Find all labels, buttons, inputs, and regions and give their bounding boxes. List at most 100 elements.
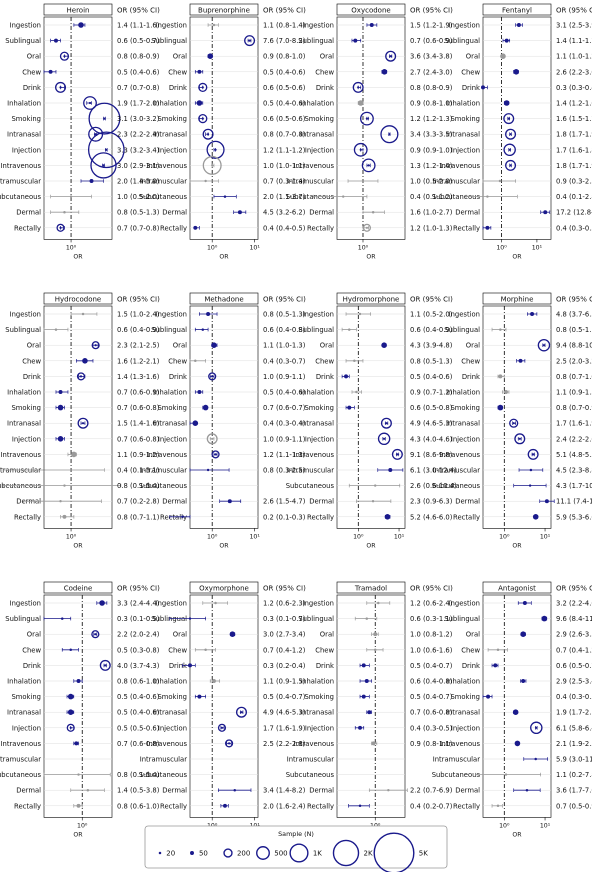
route-label-oral: Oral: [27, 53, 41, 61]
route-label-sublingual: Sublingual: [151, 37, 187, 45]
or-point: [371, 500, 375, 503]
or-point: [105, 148, 108, 151]
route-label-rectally: Rectally: [160, 513, 187, 521]
route-label-dermal: Dermal: [455, 498, 480, 506]
or-value-text: 0.5 (0.4-0.6): [410, 373, 453, 381]
route-label-intramuscular: Intramuscular: [287, 467, 335, 475]
or-value-text: 0.5 (0.4-0.7): [410, 662, 453, 670]
or-point: [69, 726, 72, 729]
plot-frame: [336, 594, 406, 818]
route-label-rectally: Rectally: [307, 802, 334, 810]
or-value-text: 1.1 (0.9-1.5): [263, 678, 306, 686]
route-label-ingestion: Ingestion: [449, 22, 480, 30]
route-label-intravenous: Intravenous: [440, 162, 481, 170]
x-tick-label: 10¹: [249, 244, 260, 251]
or-value-text: 0.7 (0.6-0.8): [117, 740, 160, 748]
route-label-drink: Drink: [23, 373, 41, 381]
or-point: [201, 328, 205, 331]
or-point: [220, 726, 224, 729]
route-label-ingestion: Ingestion: [303, 22, 334, 30]
or-value-text: 0.9 (0.9-1.0): [410, 146, 453, 154]
route-label-chew: Chew: [461, 357, 480, 365]
or-value-text: 0.4 (0.1-1.2): [410, 193, 453, 201]
or-point: [204, 179, 207, 183]
panel-title-box: [189, 292, 259, 305]
or-value-text: 4.5 (3.2-6.2): [263, 209, 306, 217]
or-value-text: 0.8 (0.7-0.9): [556, 404, 592, 412]
or-value-text: 2.0 (1.4-3.0): [117, 178, 160, 186]
or-value-text: 1.9 (1.7-2.0): [117, 100, 160, 108]
or-point: [369, 23, 374, 27]
or-value-text: 0.2 (0.1-0.3): [263, 513, 306, 521]
route-label-dermal: Dermal: [309, 498, 334, 506]
route-label-intravenous: Intravenous: [147, 162, 188, 170]
or-point: [498, 179, 502, 183]
sample-size-legend: Sample (N) 20 50 200 500 1K 2K 5K: [144, 825, 448, 872]
route-label-inhalation: Inhalation: [300, 389, 334, 397]
route-label-intramuscular: Intramuscular: [287, 756, 335, 764]
sample-size-marker: [88, 102, 121, 135]
route-label-smoking: Smoking: [304, 693, 334, 701]
or-value-text: 1.6 (1.0-2.7): [410, 209, 453, 217]
legend-label: 1K: [313, 850, 322, 858]
route-label-subcutaneous: Subcutaneous: [139, 771, 188, 779]
or-value-text: 1.1 (1.0-1.3): [263, 342, 306, 350]
x-tick-label: 10⁰: [66, 533, 77, 540]
or-value-text: 1.0 (0.9-1.1): [263, 373, 306, 381]
route-label-subcutaneous: Subcutaneous: [432, 771, 481, 779]
route-label-chew: Chew: [315, 646, 334, 654]
sample-size-marker: [352, 81, 364, 93]
or-point: [396, 453, 399, 456]
sample-size-marker: [202, 128, 214, 140]
x-axis-label: OR: [512, 542, 522, 549]
route-label-chew: Chew: [22, 646, 41, 654]
route-label-inhalation: Inhalation: [153, 100, 187, 108]
or-point: [534, 757, 537, 761]
or-value-text: 1.2 (1.1-1.3): [263, 451, 306, 459]
route-label-inhalation: Inhalation: [7, 678, 41, 686]
sample-size-marker: [360, 111, 374, 126]
route-label-inhalation: Inhalation: [300, 100, 334, 108]
or-value-text: 2.0 (1.1-3.7): [263, 193, 306, 201]
or-column-header: OR (95% CI): [263, 295, 306, 303]
sample-size-marker: [90, 152, 117, 179]
or-value-text: 1.4 (1.2-1.6): [556, 100, 592, 108]
or-point: [60, 617, 64, 620]
route-label-subcutaneous: Subcutaneous: [432, 482, 481, 490]
route-label-ingestion: Ingestion: [156, 311, 187, 319]
panel-morphine: Morphine OR (95% CI) Ingestion Sublingual Or…: [432, 292, 592, 549]
or-value-text: 0.5 (0.4-0.7): [263, 693, 306, 701]
or-value-text: 0.7 (0.6-0.8): [117, 404, 160, 412]
or-value-text: 0.6 (0.5-0.8): [410, 404, 453, 412]
x-tick-label: 10⁰: [499, 822, 510, 829]
or-value-text: 1.1 (0.8-1.4): [263, 22, 306, 30]
or-value-text: 3.6 (1.7-7.6): [556, 787, 592, 795]
or-value-text: 0.5 (0.4-0.6): [117, 68, 160, 76]
or-point: [42, 468, 46, 472]
or-value-text: 0.8 (0.7-1.0): [556, 373, 592, 381]
or-value-text: 0.4 (0.3-0.5): [556, 693, 592, 701]
or-point: [58, 390, 63, 394]
or-value-text: 0.4 (0.2-0.7): [410, 802, 453, 810]
panel-title: Oxycodone: [351, 6, 390, 14]
or-value-text: 0.5 (0.4-0.6): [263, 100, 306, 108]
route-label-drink: Drink: [316, 662, 334, 670]
route-label-subcutaneous: Subcutaneous: [432, 193, 481, 201]
or-value-text: 1.1 (1.0-1.2): [556, 53, 592, 61]
sample-size-marker: [208, 372, 217, 381]
panel-title: Antagonist: [498, 584, 536, 592]
plot-frame: [482, 594, 552, 818]
or-value-text: 2.7 (2.4-3.0): [410, 68, 453, 76]
route-label-chew: Chew: [22, 357, 41, 365]
panel-title-box: [482, 292, 552, 305]
forest-panels: Heroin OR (95% CI) Ingestion Sublingual Oral…: [0, 3, 592, 838]
or-value-text: 0.7 (0.6-0.9): [410, 37, 453, 45]
or-point: [358, 312, 362, 316]
or-value-text: 0.5 (0.4-0.6): [117, 709, 160, 717]
or-point: [486, 195, 489, 198]
or-value-text: 4.0 (3.7-4.3): [117, 662, 160, 670]
route-label-ingestion: Ingestion: [156, 22, 187, 30]
or-column-header: OR (95% CI): [410, 6, 453, 14]
route-label-oral: Oral: [466, 342, 480, 350]
route-label-subcutaneous: Subcutaneous: [0, 482, 41, 490]
